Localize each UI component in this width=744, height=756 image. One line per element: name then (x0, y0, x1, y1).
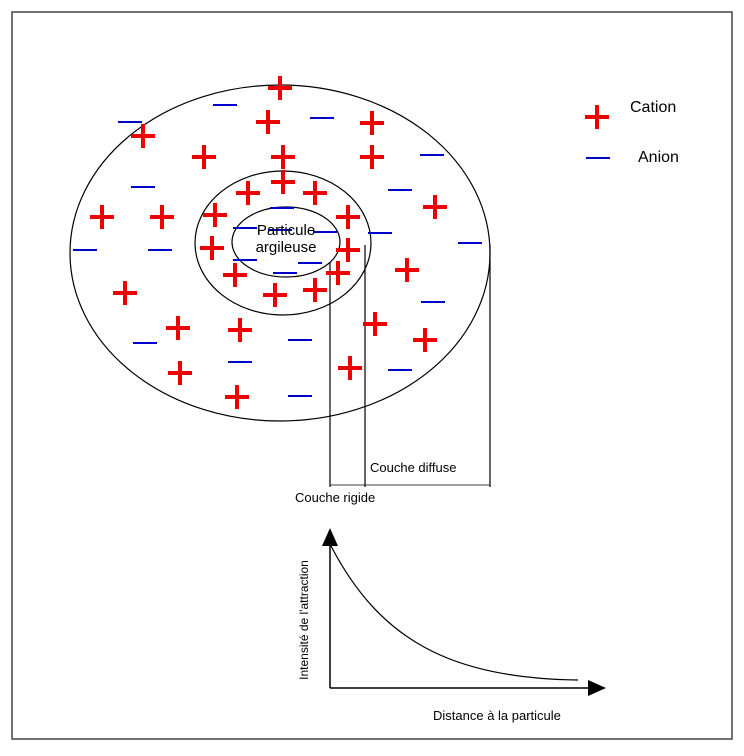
particle-label: Particule (257, 222, 315, 239)
particle-label: argileuse (256, 239, 317, 256)
legend-label: Anion (638, 149, 679, 166)
diagram: Particule argileuse Couche diffuse Couch… (0, 0, 744, 751)
layer-label: Couche rigide (295, 490, 375, 505)
x-axis-label: Distance à la particule (433, 708, 561, 723)
layer-label: Couche diffuse (370, 460, 457, 475)
legend-label: Cation (630, 99, 676, 116)
y-axis-label: Intensité de l'attraction (297, 560, 311, 680)
